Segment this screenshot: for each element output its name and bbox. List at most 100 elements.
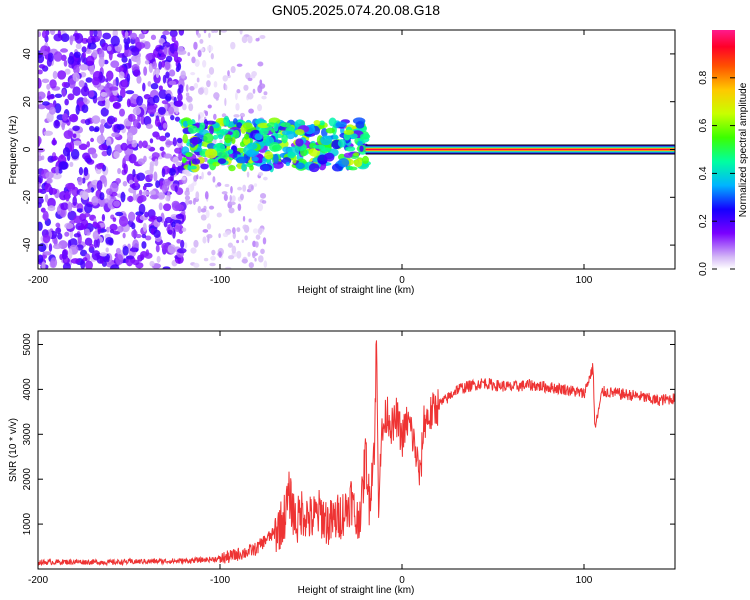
heatmap-cell (359, 145, 364, 152)
heatmap-cell (208, 32, 211, 39)
heatmap-cell (185, 152, 193, 158)
heatmap-cell (353, 152, 360, 157)
heatmap-cell (335, 121, 347, 128)
heatmap-cell (263, 260, 268, 268)
heatmap-cell (50, 257, 58, 269)
heatmap-cell (126, 98, 131, 108)
heatmap-cell (202, 59, 207, 68)
heatmap-cell (161, 168, 166, 178)
heatmap-cell (168, 168, 176, 176)
heatmap-cell (231, 195, 236, 202)
heatmap-cell (48, 243, 53, 252)
snr-x-ticks: -200 -100 0 100 (28, 331, 593, 586)
heatmap-cell (93, 30, 98, 37)
heatmap-cell (97, 30, 102, 39)
heatmap-cell (252, 228, 259, 234)
heatmap-cell (259, 193, 267, 199)
heatmap-cell (228, 207, 235, 214)
heatmap-cell (141, 241, 147, 249)
heatmap-cell (173, 50, 179, 61)
heatmap-cell (41, 30, 47, 39)
heatmap-cell (65, 190, 70, 202)
heatmap-cell (103, 59, 109, 65)
heatmap-cell (211, 30, 215, 33)
heatmap-cell (236, 122, 243, 129)
heatmap-cell (61, 88, 66, 98)
snr-y-axis-label: SNR (10 * v/v) (8, 418, 19, 482)
heatmap-cell (47, 205, 56, 212)
heatmap-cell (163, 153, 172, 159)
heatmap-cell (69, 161, 74, 167)
heatmap-cell (38, 182, 41, 189)
heatmap-cell (38, 64, 46, 69)
heatmap-cell (109, 95, 115, 103)
heatmap-cell (261, 164, 270, 171)
heatmap-cell (153, 73, 161, 84)
heatmap-cell (98, 49, 105, 60)
heatmap-cell (345, 146, 356, 152)
heatmap-cell (150, 34, 157, 41)
heatmap-cell (203, 132, 214, 144)
heatmap-cell (72, 133, 77, 138)
heatmap-cell (119, 108, 125, 117)
heatmap-cell (48, 106, 56, 115)
heatmap-cell (73, 215, 83, 224)
heatmap-cell (193, 239, 199, 248)
heatmap-cell (190, 71, 196, 76)
heatmap-cell (190, 182, 195, 191)
heatmap-cell (145, 123, 153, 129)
heatmap-cell (87, 147, 97, 155)
heatmap-cell (131, 139, 138, 148)
heatmap-cell (107, 73, 112, 82)
heatmap-cell (187, 125, 198, 134)
heatmap-cell (239, 30, 243, 35)
heatmap-cell (54, 93, 63, 98)
heatmap-cell (41, 261, 46, 269)
heatmap-cell (100, 107, 109, 117)
heatmap-cell (162, 122, 168, 129)
heatmap-cell (38, 196, 44, 205)
heatmap-cell (142, 222, 147, 232)
heatmap-cell (319, 120, 325, 126)
heatmap-cell (247, 77, 253, 82)
heatmap-cell (213, 92, 220, 100)
heatmap-cell (71, 189, 77, 196)
heatmap-cell (204, 110, 209, 117)
heatmap-cell (158, 89, 168, 100)
heatmap-cell (206, 45, 214, 52)
heatmap-cell (182, 133, 188, 144)
heatmap-cell (40, 50, 49, 56)
heatmap-cell (325, 127, 335, 134)
heatmap-cell (143, 115, 152, 126)
colorbar-tick-label: 0.4 (698, 166, 709, 180)
heatmap-cell (52, 243, 62, 250)
heatmap-cell (117, 168, 122, 175)
heatmap-cell (117, 225, 124, 233)
heatmap-cell (177, 247, 187, 254)
heatmap-cell (45, 171, 54, 179)
heatmap-cell (155, 68, 160, 79)
heatmap-cell (174, 100, 184, 108)
heatmap-cell (212, 176, 216, 183)
heatmap-cell (254, 257, 257, 262)
heatmap-cell (121, 56, 128, 63)
heatmap-cell (110, 60, 120, 68)
heatmap-cell (262, 156, 267, 164)
heatmap-cell (244, 224, 247, 232)
figure-title: GN05.2025.074.20.08.G18 (272, 2, 440, 18)
heatmap-cell (73, 51, 81, 58)
heatmap-cell (203, 257, 209, 262)
heatmap-cell (120, 142, 129, 151)
heatmap-cell (312, 144, 325, 149)
heatmap-cell (78, 80, 85, 88)
snr-y-tick-label: 1000 (22, 513, 33, 536)
heatmap-cell (136, 75, 142, 84)
heatmap-cell (164, 61, 171, 71)
heatmap-cell (200, 163, 209, 170)
heatmap-cell (91, 152, 98, 159)
heatmap-cell (235, 156, 248, 164)
heatmap-cell (84, 118, 91, 126)
heatmap-cell (61, 249, 68, 260)
heatmap-cell (107, 115, 116, 125)
heatmap-cell (269, 141, 281, 153)
